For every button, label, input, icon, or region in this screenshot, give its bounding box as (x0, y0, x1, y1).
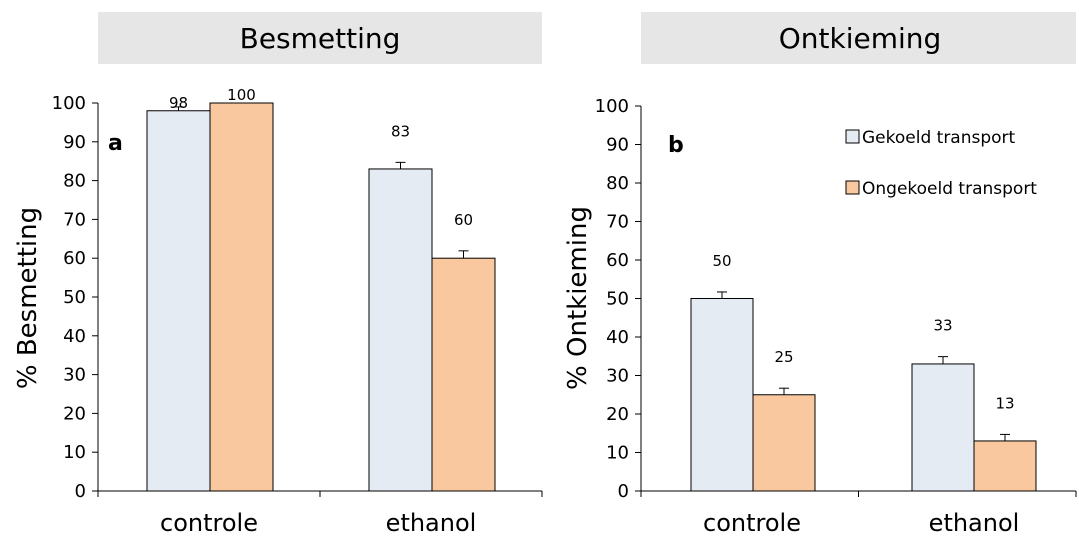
legend-label-gekoeld: Gekoeld transport (862, 128, 1016, 148)
chart-title-besmetting: Besmetting (240, 22, 401, 55)
chart-title-ontkieming: Ontkieming (779, 22, 942, 55)
bars-besmetting (146, 102, 496, 492)
y-tick-label-besmetting-0: 0 (75, 481, 86, 502)
bar-ontkieming-controle-gekoeld (690, 298, 754, 492)
y-tick-label-ontkieming-20: 20 (606, 404, 629, 425)
y-tick-label-besmetting-40: 40 (63, 326, 86, 347)
legend-label-ongekoeld: Ongekoeld transport (862, 179, 1037, 199)
y-tick-label-besmetting-30: 30 (63, 365, 86, 386)
panel-besmetting: Besmetting a % Besmetting 0 10 20 30 40 50 60 7… (13, 12, 543, 537)
data-label-besmetting-controle-ongekoeld: 100 (227, 86, 256, 104)
data-label-ontkieming-controle-gekoeld: 50 (712, 252, 731, 270)
y-tick-label-ontkieming-100: 100 (595, 96, 629, 117)
y-tick-label-ontkieming-50: 50 (606, 289, 629, 310)
legend-swatch-gekoeld (845, 129, 860, 144)
category-label-ethanol-a: ethanol (386, 509, 477, 537)
title-bar-ontkieming (641, 12, 1076, 64)
bar-besmetting-controle-ongekoeld (209, 102, 274, 492)
y-axis-label-besmetting: % Besmetting (13, 207, 43, 389)
y-tick-label-ontkieming-0: 0 (618, 481, 629, 502)
panel-label-b: b (668, 133, 684, 158)
y-ticks-besmetting: 0 10 20 30 40 50 60 70 80 90 100 (52, 93, 98, 502)
y-tick-label-besmetting-90: 90 (63, 132, 86, 153)
category-label-controle-a: controle (160, 509, 258, 537)
data-label-ontkieming-ethanol-ongekoeld: 13 (995, 394, 1014, 412)
data-labels-besmetting: 98 83 100 60 (169, 86, 473, 229)
y-tick-label-ontkieming-40: 40 (606, 327, 629, 348)
y-tick-label-ontkieming-70: 70 (606, 212, 629, 233)
bar-ontkieming-ethanol-gekoeld (911, 363, 975, 492)
y-tick-label-ontkieming-30: 30 (606, 366, 629, 387)
data-labels-ontkieming: 50 33 25 13 (712, 252, 1014, 412)
title-bar-besmetting (98, 12, 542, 64)
y-tick-label-besmetting-80: 80 (63, 171, 86, 192)
y-tick-label-ontkieming-80: 80 (606, 173, 629, 194)
y-tick-label-ontkieming-10: 10 (606, 443, 629, 464)
legend: Gekoeld transport Ongekoeld transport (845, 128, 1037, 199)
bar-ontkieming-ethanol-ongekoeld (973, 440, 1037, 492)
panel-label-a: a (108, 131, 123, 156)
y-tick-label-besmetting-100: 100 (52, 93, 86, 114)
y-ticks-ontkieming: 0 10 20 30 40 50 60 70 80 90 100 (595, 96, 641, 502)
y-tick-label-besmetting-50: 50 (63, 287, 86, 308)
y-tick-label-ontkieming-60: 60 (606, 250, 629, 271)
y-tick-label-ontkieming-90: 90 (606, 135, 629, 156)
bar-ontkieming-controle-ongekoeld (752, 394, 816, 492)
data-label-besmetting-ethanol-gekoeld: 83 (391, 122, 410, 140)
data-label-ontkieming-ethanol-gekoeld: 33 (933, 317, 952, 335)
bar-besmetting-ethanol-gekoeld (368, 168, 433, 492)
bar-besmetting-controle-gekoeld (146, 110, 211, 492)
y-tick-label-besmetting-70: 70 (63, 209, 86, 230)
data-label-besmetting-ethanol-ongekoeld: 60 (454, 211, 473, 229)
bar-besmetting-ethanol-ongekoeld (431, 257, 496, 492)
legend-swatch-ongekoeld (845, 180, 860, 195)
panel-ontkieming: Ontkieming b % Ontkieming 0 10 20 30 40 50 60 7… (563, 12, 1077, 537)
y-axis-label-ontkieming: % Ontkieming (563, 206, 593, 390)
category-label-ethanol-b: ethanol (929, 509, 1020, 537)
y-tick-label-besmetting-10: 10 (63, 442, 86, 463)
y-tick-label-besmetting-20: 20 (63, 403, 86, 424)
data-label-ontkieming-controle-ongekoeld: 25 (774, 348, 793, 366)
bars-ontkieming (690, 291, 1037, 492)
data-label-besmetting-controle-gekoeld: 98 (169, 94, 188, 112)
category-label-controle-b: controle (703, 509, 801, 537)
y-tick-label-besmetting-60: 60 (63, 248, 86, 269)
